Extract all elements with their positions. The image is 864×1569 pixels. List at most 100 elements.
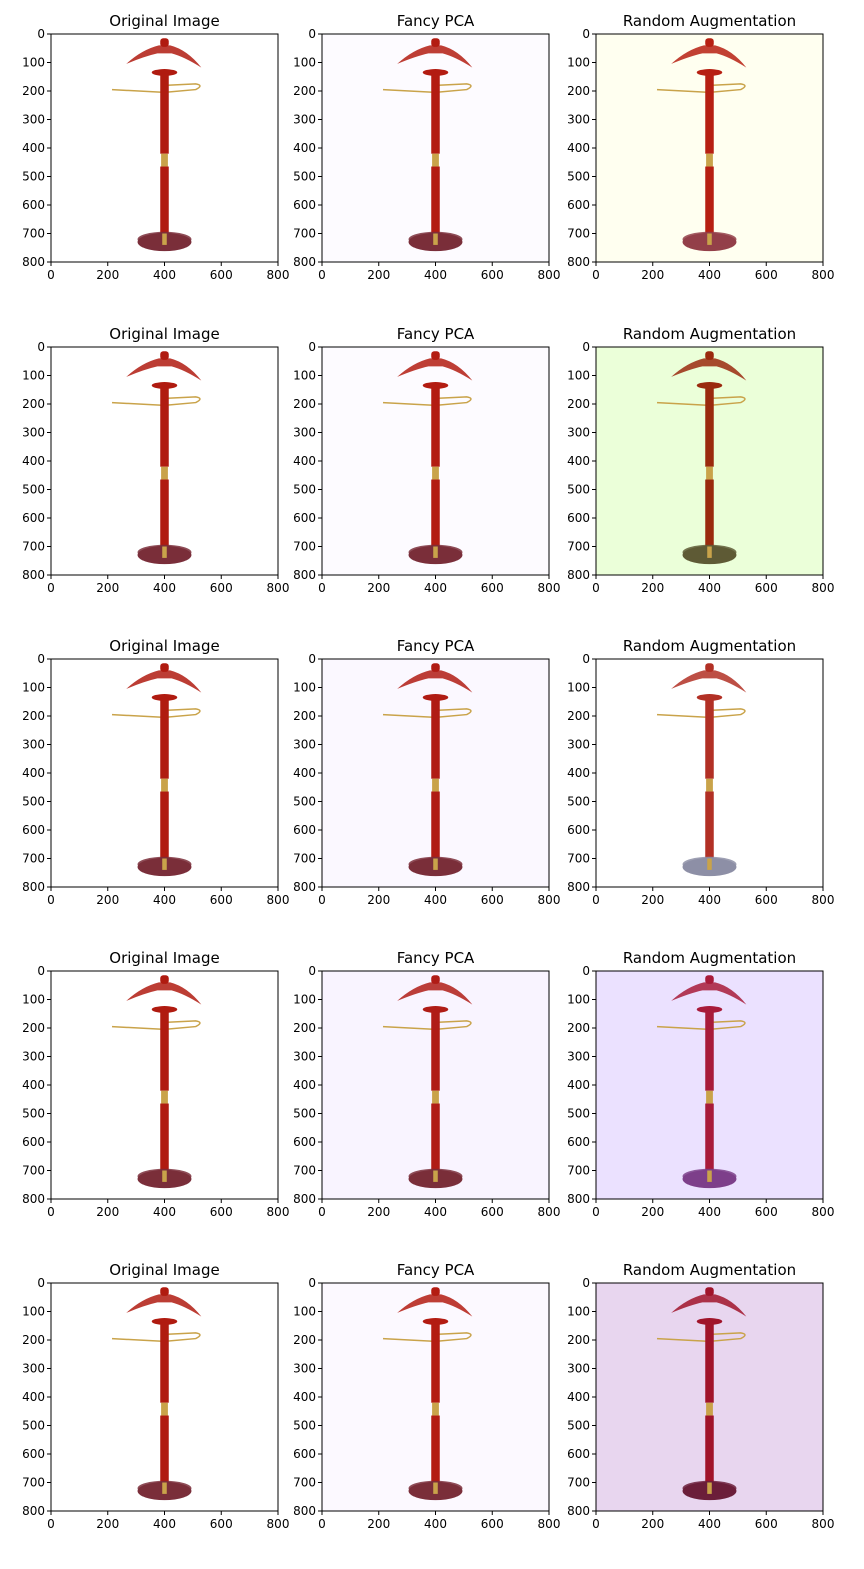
y-tick-label: 0 <box>37 652 45 666</box>
valet-stand-image <box>111 663 202 877</box>
x-tick-label: 0 <box>592 268 600 282</box>
y-tick-label: 800 <box>22 1504 45 1518</box>
y-tick-label: 0 <box>582 1276 590 1290</box>
x-tick-label: 200 <box>96 893 119 907</box>
y-tick-label: 500 <box>567 170 590 184</box>
x-tick-label: 400 <box>424 268 447 282</box>
x-tick-label: 800 <box>538 1517 561 1531</box>
y-tick-label: 200 <box>293 1021 316 1035</box>
panel-title: Original Image <box>109 325 219 343</box>
x-tick-label: 200 <box>641 581 664 595</box>
x-tick-label: 600 <box>755 268 778 282</box>
y-tick-label: 200 <box>22 1021 45 1035</box>
y-tick-label: 200 <box>22 397 45 411</box>
valet-stand-image <box>656 351 747 565</box>
y-tick-label: 800 <box>22 1192 45 1206</box>
valet-stand-image <box>382 38 473 252</box>
x-tick-label: 200 <box>367 268 390 282</box>
y-tick-label: 200 <box>567 709 590 723</box>
x-tick-label: 0 <box>592 581 600 595</box>
y-tick-label: 500 <box>567 483 590 497</box>
panel-title: Original Image <box>109 949 219 967</box>
y-tick-label: 400 <box>567 766 590 780</box>
x-tick-label: 400 <box>153 581 176 595</box>
valet-stand-image <box>111 1287 202 1501</box>
x-tick-label: 400 <box>424 1517 447 1531</box>
panel-title: Fancy PCA <box>397 949 475 967</box>
x-tick-label: 200 <box>641 1205 664 1219</box>
y-tick-label: 400 <box>293 1390 316 1404</box>
y-tick-label: 0 <box>308 652 316 666</box>
valet-stand-image <box>111 975 202 1189</box>
x-tick-label: 800 <box>538 581 561 595</box>
y-tick-label: 100 <box>293 369 316 383</box>
x-tick-label: 800 <box>267 1205 290 1219</box>
y-tick-label: 600 <box>22 823 45 837</box>
x-tick-label: 800 <box>812 581 835 595</box>
y-tick-label: 300 <box>293 113 316 127</box>
x-tick-label: 0 <box>592 1517 600 1531</box>
y-tick-label: 700 <box>567 1476 590 1490</box>
x-tick-label: 800 <box>812 1205 835 1219</box>
y-tick-label: 500 <box>567 1419 590 1433</box>
y-tick-label: 0 <box>582 340 590 354</box>
y-tick-label: 0 <box>582 27 590 41</box>
y-tick-label: 700 <box>567 540 590 554</box>
y-tick-label: 100 <box>22 681 45 695</box>
y-tick-label: 600 <box>567 823 590 837</box>
y-tick-label: 800 <box>22 255 45 269</box>
x-tick-label: 400 <box>424 1205 447 1219</box>
y-tick-label: 300 <box>567 738 590 752</box>
valet-stand-image <box>382 975 473 1189</box>
y-tick-label: 400 <box>22 766 45 780</box>
y-tick-label: 200 <box>22 709 45 723</box>
x-tick-label: 800 <box>538 1205 561 1219</box>
x-tick-label: 0 <box>318 581 326 595</box>
valet-stand-image <box>656 1287 747 1501</box>
x-tick-label: 0 <box>47 1205 55 1219</box>
x-tick-label: 800 <box>538 893 561 907</box>
y-tick-label: 0 <box>582 964 590 978</box>
y-tick-label: 600 <box>22 1135 45 1149</box>
panel-title: Fancy PCA <box>397 637 475 655</box>
x-tick-label: 600 <box>755 581 778 595</box>
y-tick-label: 700 <box>22 1476 45 1490</box>
x-tick-label: 600 <box>481 581 504 595</box>
y-tick-label: 100 <box>293 1305 316 1319</box>
y-tick-label: 400 <box>567 454 590 468</box>
y-tick-label: 600 <box>293 511 316 525</box>
y-tick-label: 300 <box>567 1362 590 1376</box>
x-tick-label: 400 <box>698 1517 721 1531</box>
y-tick-label: 300 <box>22 1050 45 1064</box>
y-tick-label: 100 <box>293 681 316 695</box>
y-tick-label: 0 <box>37 27 45 41</box>
y-tick-label: 800 <box>567 255 590 269</box>
x-tick-label: 0 <box>318 1205 326 1219</box>
x-tick-label: 800 <box>538 268 561 282</box>
y-tick-label: 300 <box>22 113 45 127</box>
x-tick-label: 400 <box>698 268 721 282</box>
valet-stand-image <box>656 38 747 252</box>
y-tick-label: 800 <box>293 1192 316 1206</box>
x-tick-label: 600 <box>755 1205 778 1219</box>
y-tick-label: 100 <box>293 56 316 70</box>
y-tick-label: 700 <box>567 1164 590 1178</box>
x-tick-label: 600 <box>481 893 504 907</box>
y-tick-label: 400 <box>293 454 316 468</box>
x-tick-label: 200 <box>367 581 390 595</box>
y-tick-label: 800 <box>567 1504 590 1518</box>
y-tick-label: 200 <box>22 84 45 98</box>
x-tick-label: 400 <box>698 581 721 595</box>
y-tick-label: 600 <box>567 198 590 212</box>
x-tick-label: 200 <box>96 1517 119 1531</box>
y-tick-label: 200 <box>567 84 590 98</box>
y-tick-label: 200 <box>567 1333 590 1347</box>
x-tick-label: 400 <box>424 893 447 907</box>
